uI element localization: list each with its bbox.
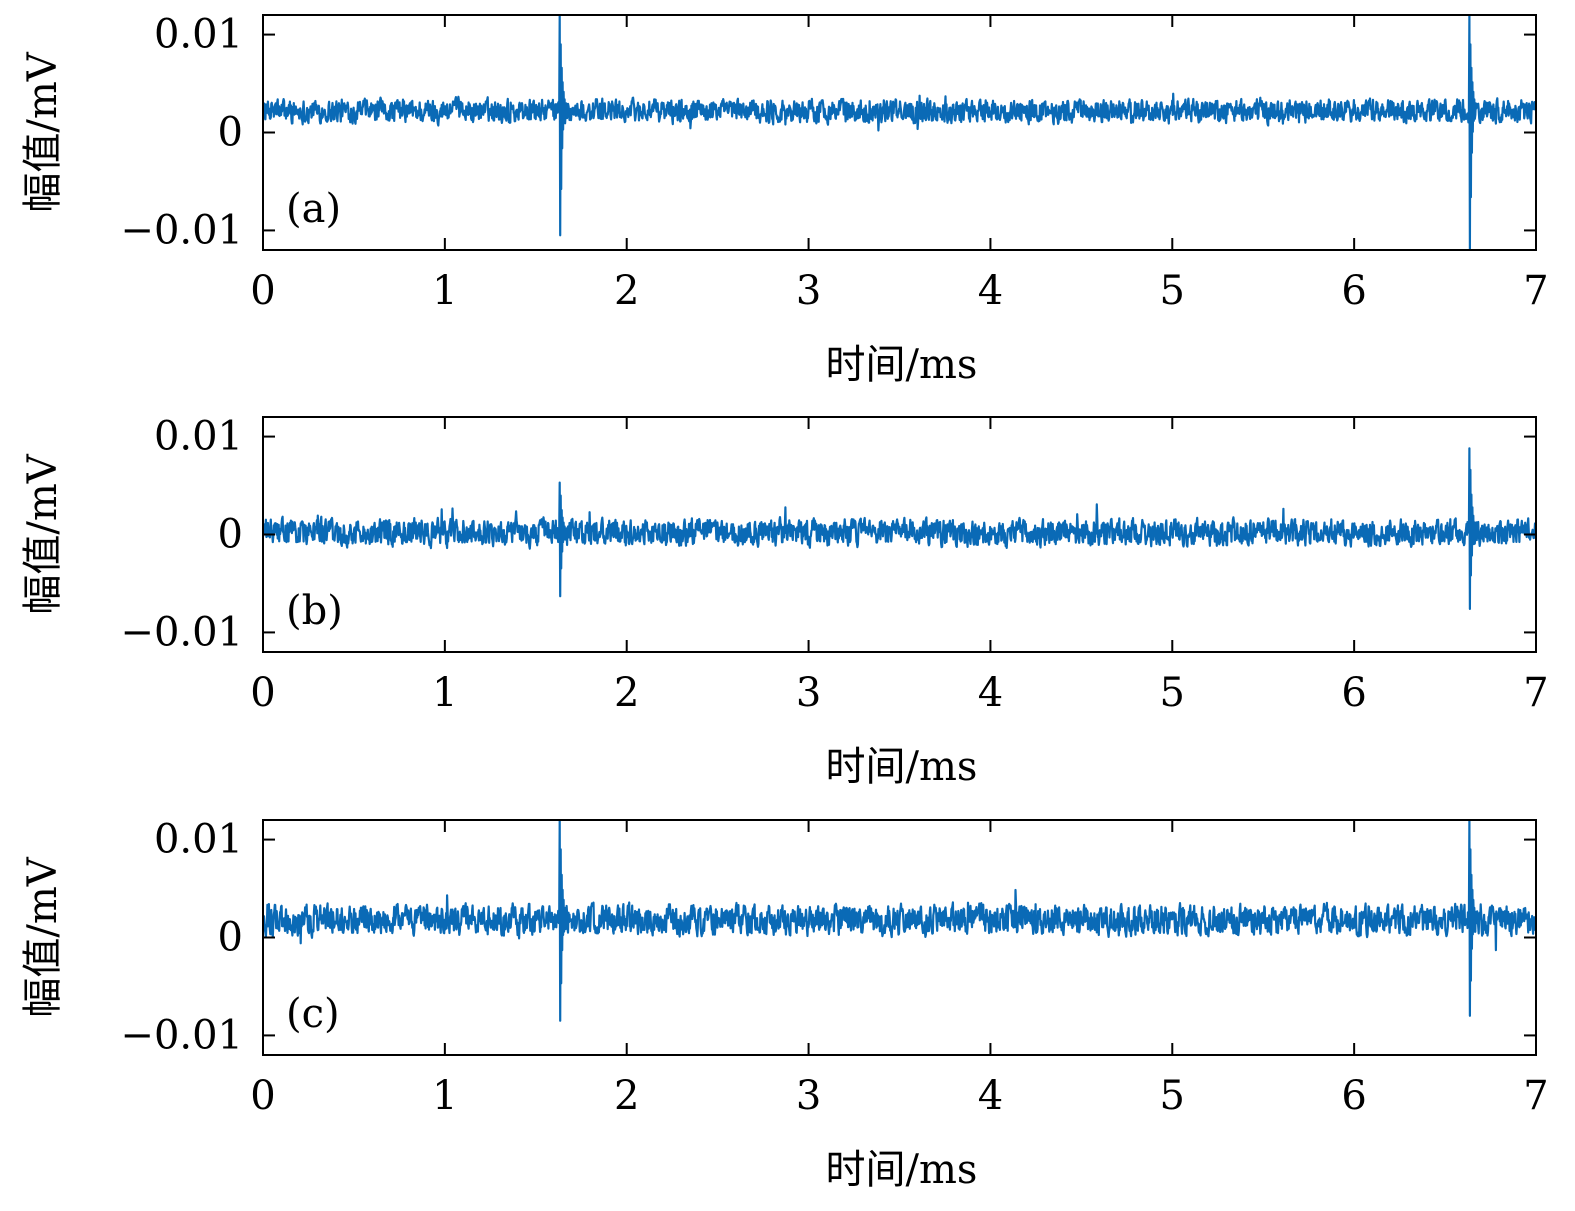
y-tick-label: 0 [218,110,243,156]
x-tick-label: 2 [614,1073,639,1119]
signal-line [263,15,1536,250]
x-tick-label: 6 [1341,670,1366,716]
x-tick-label: 2 [614,670,639,716]
panel-label: (c) [286,991,340,1037]
x-tick-label: 2 [614,268,639,314]
x-axis-label: 时间/ms [826,342,978,388]
y-axis-label: 幅值/mV [20,51,66,212]
y-axis-label: 幅值/mV [20,453,66,614]
signal-line [263,447,1536,610]
x-tick-label: 4 [978,268,1003,314]
plot-frame [262,819,1537,1056]
x-tick-label: 5 [1160,670,1185,716]
y-tick-label: 0 [218,915,243,961]
x-tick-label: 5 [1160,268,1185,314]
x-tick-label: 1 [432,268,457,314]
x-axis-label: 时间/ms [826,744,978,790]
signal-line [263,820,1536,1022]
y-tick-label: 0.01 [154,817,243,863]
x-tick-label: 3 [796,1073,821,1119]
y-tick-label: −0.01 [120,609,243,655]
x-tick-label: 7 [1523,670,1548,716]
plot-frame [262,14,1537,251]
x-tick-label: 4 [978,670,1003,716]
x-tick-label: 1 [432,670,457,716]
x-tick-label: 0 [250,670,275,716]
y-tick-label: 0.01 [154,12,243,58]
x-tick-label: 7 [1523,268,1548,314]
x-tick-label: 0 [250,1073,275,1119]
x-tick-label: 1 [432,1073,457,1119]
y-tick-label: −0.01 [120,207,243,253]
x-tick-label: 7 [1523,1073,1548,1119]
y-axis-label: 幅值/mV [20,856,66,1017]
x-tick-label: 0 [250,268,275,314]
x-tick-label: 6 [1341,1073,1366,1119]
y-tick-label: −0.01 [120,1012,243,1058]
x-axis-label: 时间/ms [826,1147,978,1193]
panel-label: (b) [286,588,343,634]
y-tick-label: 0.01 [154,414,243,460]
x-tick-label: 5 [1160,1073,1185,1119]
x-tick-label: 3 [796,268,821,314]
x-tick-label: 4 [978,1073,1003,1119]
panel-label: (a) [286,186,341,232]
x-tick-label: 3 [796,670,821,716]
y-tick-label: 0 [218,512,243,558]
x-tick-label: 6 [1341,268,1366,314]
